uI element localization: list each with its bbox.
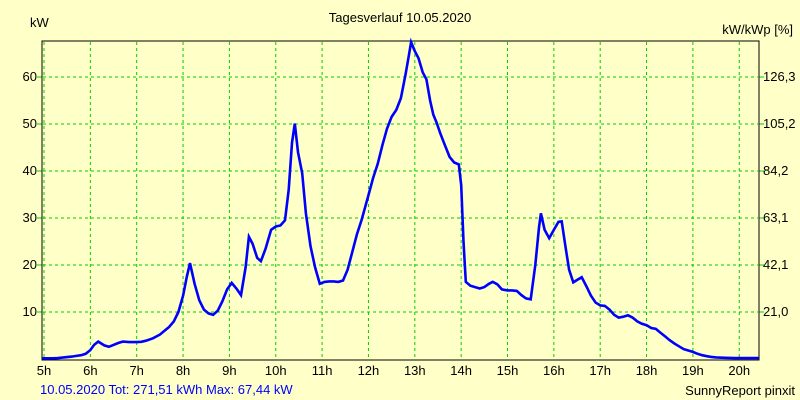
x-axis-tick-label: 17h: [589, 363, 612, 378]
right-axis-unit-label: kW/kWp [%]: [722, 22, 793, 37]
x-axis-tick-label: 6h: [83, 363, 98, 378]
left-axis-tick-label: 30: [22, 210, 37, 225]
x-axis-tick-label: 20h: [728, 363, 751, 378]
footer-summary-text: 10.05.2020 Tot: 271,51 kWh Max: 67,44 kW: [40, 382, 293, 397]
right-axis-tick-label: 21,0: [763, 304, 789, 319]
left-axis-unit-label: kW: [30, 15, 49, 30]
x-axis-tick-label: 9h: [222, 363, 237, 378]
right-axis-tick-label: 126,3: [763, 69, 796, 84]
left-axis-tick-label: 50: [22, 116, 37, 131]
x-axis-tick-label: 14h: [450, 363, 472, 378]
left-axis-tick-label: 20: [22, 257, 37, 272]
x-axis-tick-label: 5h: [36, 363, 52, 378]
x-axis-tick-label: 12h: [357, 363, 380, 378]
right-axis-tick-label: 84,2: [763, 163, 789, 178]
left-axis-tick-label: 10: [22, 304, 37, 319]
x-axis-tick-label: 8h: [175, 363, 191, 378]
x-axis-tick-label: 18h: [635, 363, 658, 378]
brand-label: SunnyReport pinxit: [685, 383, 795, 398]
left-axis-tick-label: 40: [22, 163, 37, 178]
x-axis-tick-label: 16h: [542, 363, 565, 378]
x-axis-tick-label: 15h: [496, 363, 519, 378]
x-axis-tick-label: 7h: [129, 363, 144, 378]
right-axis-tick-label: 63,1: [763, 210, 789, 225]
right-axis-tick-label: 105,2: [763, 116, 796, 131]
chart-title: Tagesverlauf 10.05.2020: [328, 10, 472, 25]
x-axis-tick-label: 19h: [682, 363, 704, 378]
power-curve: [42, 37, 759, 360]
plot-frame: [41, 40, 760, 361]
right-axis-tick-label: 42,1: [763, 257, 789, 272]
x-axis-tick-label: 10h: [264, 363, 287, 378]
left-axis-tick-label: 60: [22, 69, 37, 84]
x-axis-tick-label: 13h: [403, 363, 426, 378]
x-axis-tick-label: 11h: [311, 363, 333, 378]
